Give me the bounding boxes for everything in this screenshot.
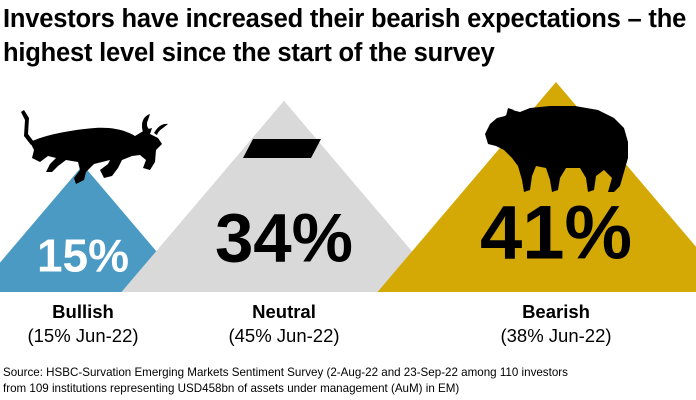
bearish-triangle — [377, 82, 696, 292]
neutral-label: Neutral — [252, 301, 316, 322]
chart-title-line-1: Investors have increased their bearish e… — [3, 5, 687, 33]
chart-title-line-2: highest level since the start of the sur… — [3, 39, 495, 67]
bull-icon — [21, 110, 168, 184]
dash-icon — [243, 139, 321, 158]
bear-icon — [485, 106, 628, 192]
bullish-previous-label: (15% Jun-22) — [27, 325, 139, 346]
source-note: Source: HSBC-Survation Emerging Markets … — [3, 365, 693, 397]
bearish-value-label: 41% — [480, 190, 632, 275]
bullish-value-label: 15% — [37, 230, 129, 282]
neutral-value-label: 34% — [215, 199, 353, 276]
bearish-label: Bearish — [522, 301, 590, 322]
neutral-previous-label: (45% Jun-22) — [228, 325, 340, 346]
neutral-triangle — [121, 100, 447, 292]
bullish-triangle — [0, 165, 191, 292]
bullish-label: Bullish — [52, 301, 114, 322]
chart-title: Investors have increased their bearish e… — [3, 2, 693, 70]
bearish-previous-label: (38% Jun-22) — [500, 325, 612, 346]
source-line-2: from 109 institutions representing USD45… — [3, 382, 460, 395]
source-line-1: Source: HSBC-Survation Emerging Markets … — [3, 366, 568, 379]
